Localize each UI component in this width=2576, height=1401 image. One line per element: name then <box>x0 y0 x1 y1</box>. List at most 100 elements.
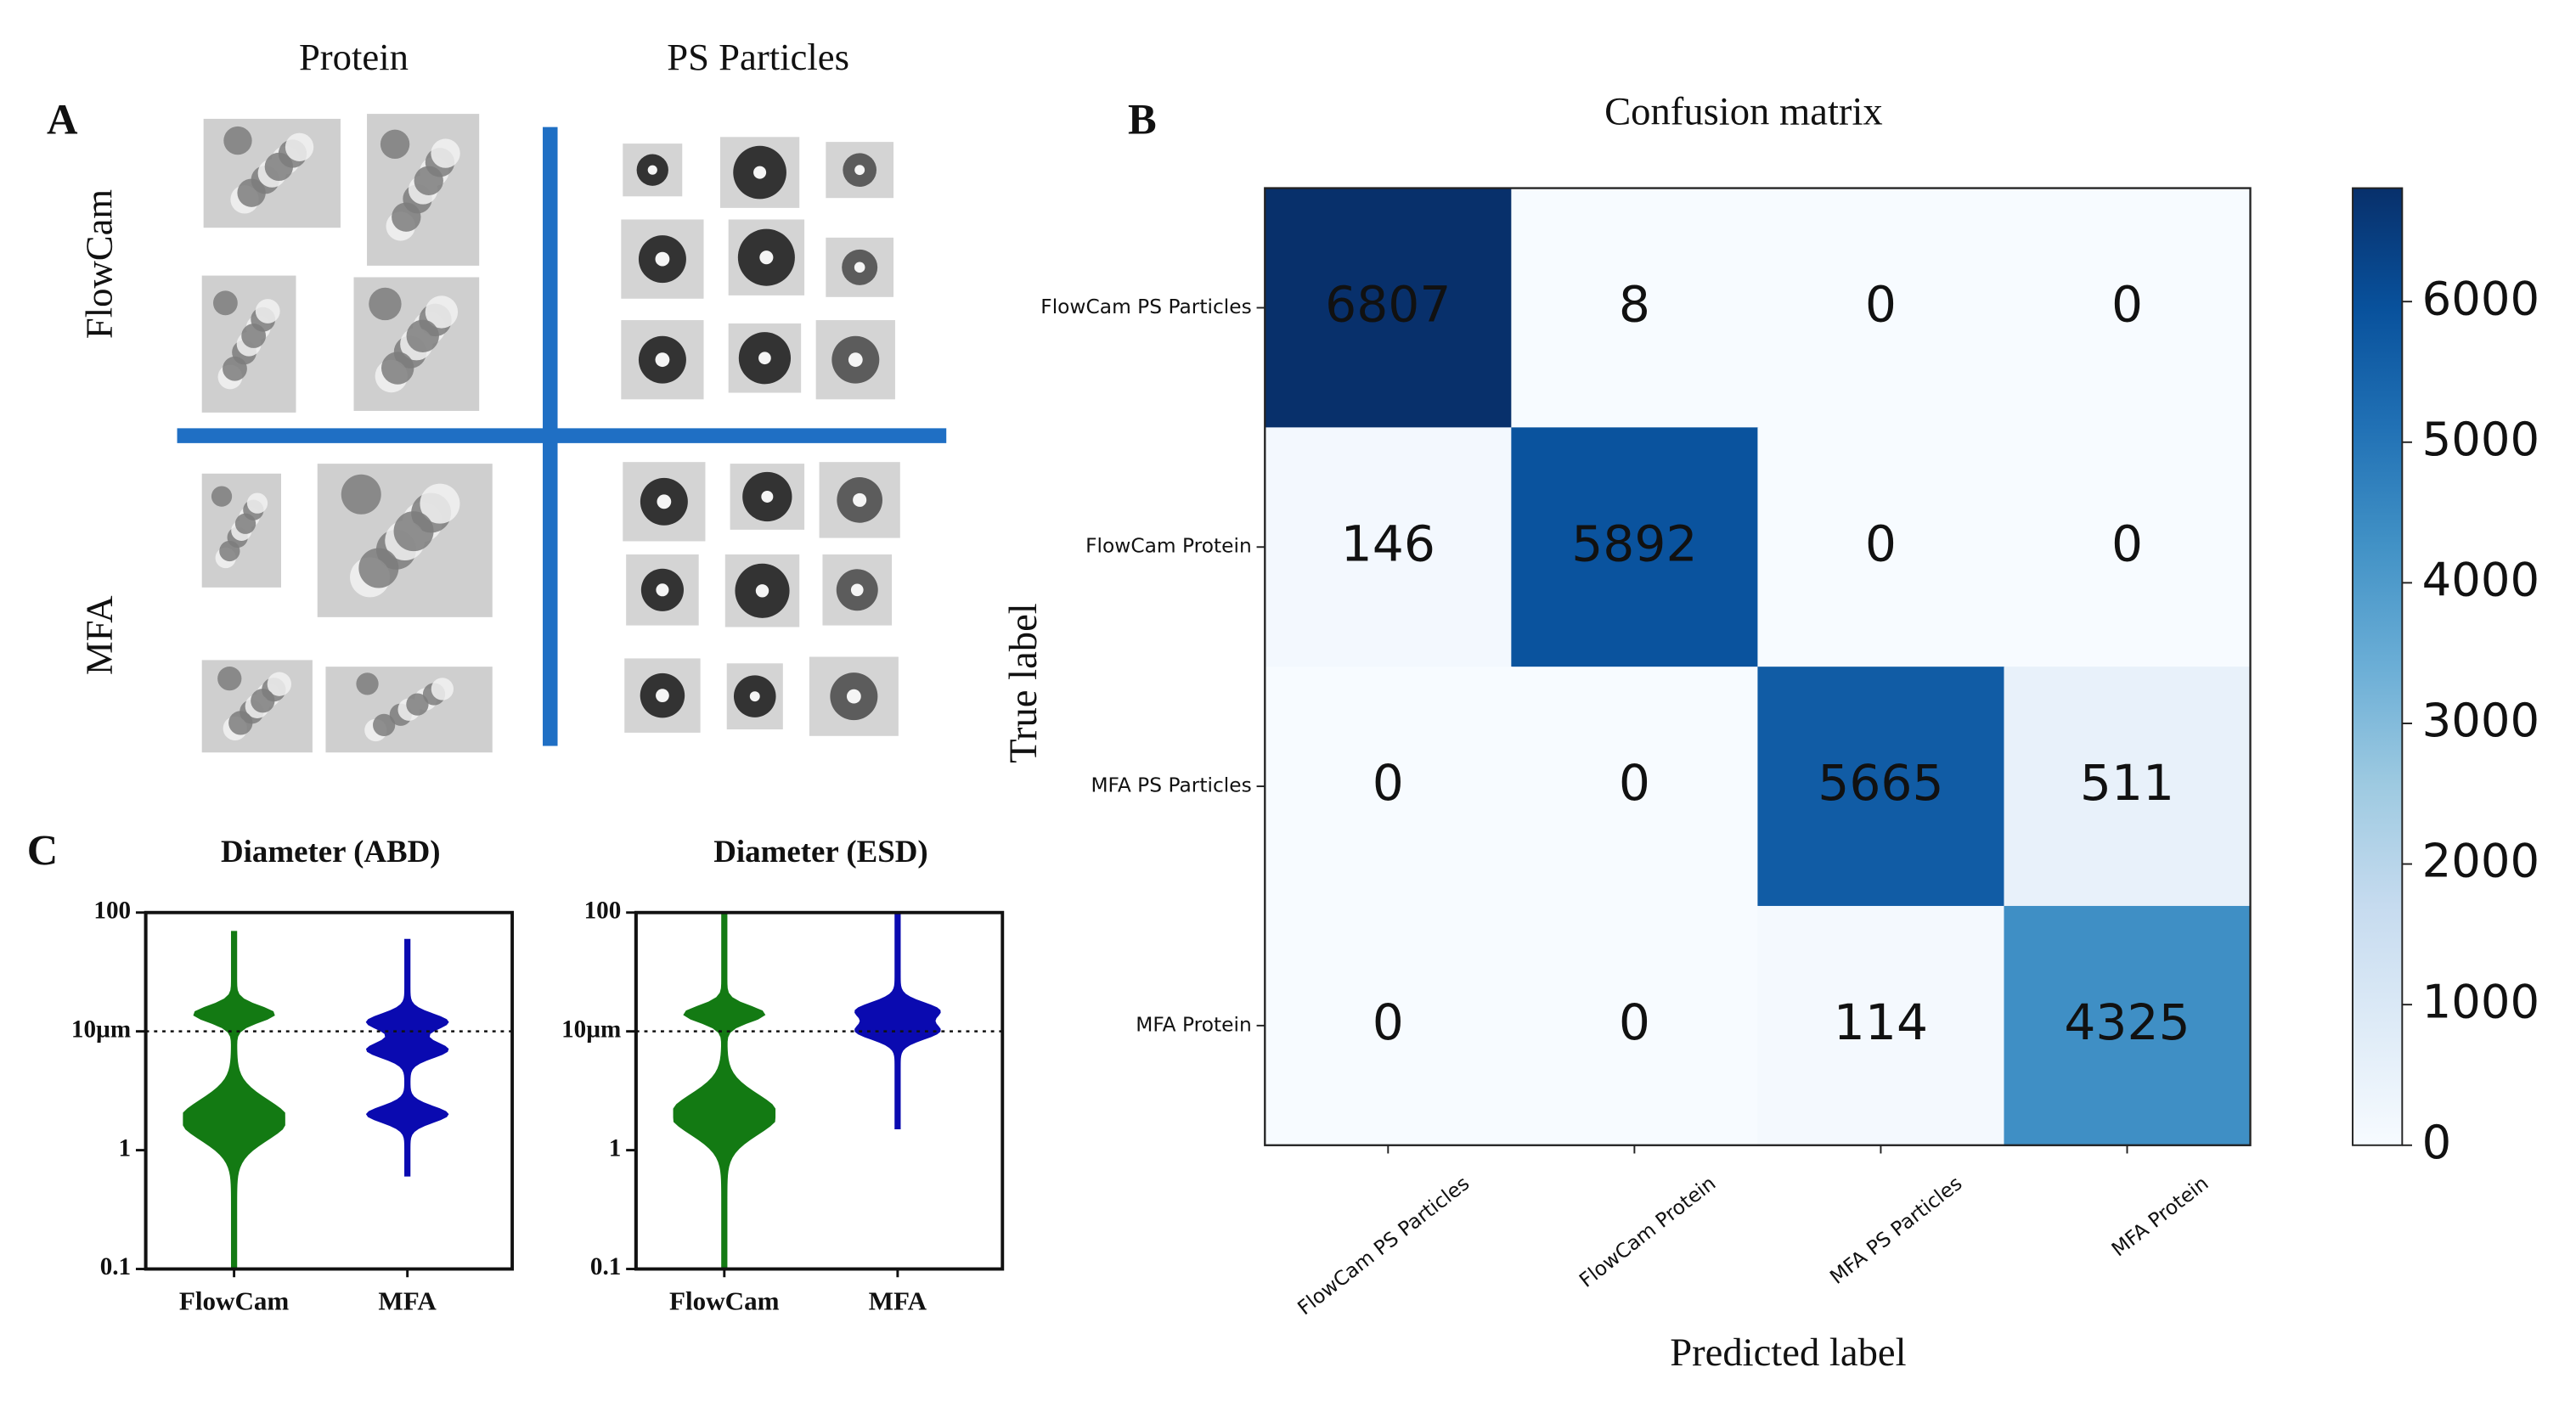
y-tick-label: 100 <box>584 897 622 924</box>
particle-core <box>850 583 864 597</box>
micrograph-detail <box>414 166 443 195</box>
cell-label: 0 <box>1619 754 1650 812</box>
micrograph-detail <box>285 132 314 161</box>
colorbar-tick-label: 4000 <box>2422 553 2539 607</box>
cell-label: 0 <box>2111 276 2143 334</box>
heatmap-cell <box>1511 427 1759 668</box>
heatmap-cell <box>1265 427 1513 668</box>
particle-core <box>846 689 861 704</box>
colorbar-tick-label: 1000 <box>2422 974 2539 1028</box>
micrograph-detail <box>219 540 240 562</box>
micrograph-detail <box>393 511 434 552</box>
particle-core <box>854 262 865 273</box>
micrograph-detail <box>246 492 268 514</box>
cell-label: 0 <box>2111 515 2143 572</box>
particle-core <box>656 689 669 703</box>
particle-core <box>758 352 771 365</box>
chart-title: Diameter (ABD) <box>221 834 441 869</box>
x-axis-label: Predicted label <box>1670 1331 1906 1375</box>
micrograph-detail <box>425 295 459 329</box>
y-tick-label: MFA Protein <box>1136 1013 1251 1036</box>
micrograph-detail <box>369 287 402 321</box>
x-tick-label: MFA <box>378 1286 437 1315</box>
micrograph-detail <box>251 689 275 713</box>
heatmap-cell <box>2004 667 2252 907</box>
y-tick-label: FlowCam Protein <box>1085 535 1252 558</box>
heatmap-cell <box>1757 667 2005 907</box>
colorbar-tick-label: 5000 <box>2422 412 2539 466</box>
micrograph-detail <box>356 672 379 695</box>
heatmap-cell <box>1757 188 2005 429</box>
micrograph-detail <box>241 324 267 348</box>
heatmap-cell <box>1265 667 1513 907</box>
micrograph-detail <box>431 138 460 168</box>
panel-letter: B <box>1128 95 1157 143</box>
micrograph-detail <box>217 667 242 691</box>
y-tick-label: MFA PS Particles <box>1091 774 1251 797</box>
plot-frame <box>1264 187 2252 1146</box>
micrograph-detail <box>228 711 253 735</box>
row-label: MFA <box>77 595 120 675</box>
chart-title: Confusion matrix <box>1604 90 1883 134</box>
micrograph-detail <box>406 319 439 352</box>
heatmap-cell <box>1265 188 1513 429</box>
y-tick-label: 10µm <box>561 1016 621 1043</box>
particle-core <box>761 490 774 503</box>
y-tick-label: 10µm <box>71 1016 131 1043</box>
y-axis-label: True label <box>1001 603 1046 763</box>
violin <box>183 931 285 1269</box>
particle-core <box>655 352 670 368</box>
x-tick-label: MFA PS Particles <box>1826 1172 1967 1289</box>
cell-label: 0 <box>1373 754 1404 812</box>
micrograph-detail <box>223 356 247 381</box>
micrograph-detail <box>431 678 454 700</box>
heatmap-cell <box>1757 905 2005 1146</box>
particle-core <box>854 165 865 176</box>
column-label: Protein <box>299 36 409 78</box>
micrograph-detail <box>212 290 238 316</box>
cell-label: 0 <box>1619 993 1650 1051</box>
cell-label: 0 <box>1373 993 1404 1051</box>
particle-core <box>749 691 760 702</box>
micrograph-detail <box>341 474 381 515</box>
micrograph-detail <box>223 126 252 155</box>
y-tick-label: 1 <box>609 1134 622 1162</box>
micrograph-detail <box>380 352 414 385</box>
cell-label: 0 <box>1865 515 1897 572</box>
heatmap-cell <box>2004 427 2252 668</box>
micrograph-detail <box>234 513 256 534</box>
y-tick-label: 100 <box>93 897 131 924</box>
particle-core <box>848 352 863 368</box>
micrograph-detail <box>358 548 399 588</box>
heatmap-cell <box>2004 905 2252 1146</box>
x-tick-label: MFA Protein <box>2107 1172 2212 1261</box>
heatmap-cell <box>2004 188 2252 429</box>
cell-label: 5665 <box>1818 754 1943 812</box>
particle-core <box>853 492 867 507</box>
particle-core <box>755 584 769 598</box>
heatmap-cell <box>1757 427 2005 668</box>
y-tick-label: 1 <box>119 1134 132 1162</box>
x-tick-label: FlowCam <box>669 1286 780 1315</box>
cell-label: 8 <box>1619 276 1650 334</box>
micrograph-detail <box>406 693 429 716</box>
particle-core <box>647 165 657 175</box>
cell-label: 4325 <box>2064 993 2190 1051</box>
micrograph-detail <box>380 129 410 160</box>
x-tick-label: MFA <box>869 1286 927 1315</box>
x-tick-label: FlowCam <box>179 1286 290 1315</box>
column-label: PS Particles <box>667 36 849 78</box>
heatmap-cell <box>1511 188 1759 429</box>
cell-label: 5892 <box>1571 515 1697 572</box>
plot-frame <box>634 910 1005 1271</box>
micrograph-detail <box>237 178 266 207</box>
colorbar-tick-label: 2000 <box>2422 834 2539 888</box>
micrograph-detail <box>264 152 294 182</box>
micrograph-detail <box>420 483 460 524</box>
y-tick-label: FlowCam PS Particles <box>1040 295 1251 318</box>
violin <box>673 912 776 1269</box>
cell-label: 146 <box>1341 515 1435 572</box>
colorbar-tick-label: 6000 <box>2422 271 2539 325</box>
micrograph-detail <box>255 299 280 324</box>
